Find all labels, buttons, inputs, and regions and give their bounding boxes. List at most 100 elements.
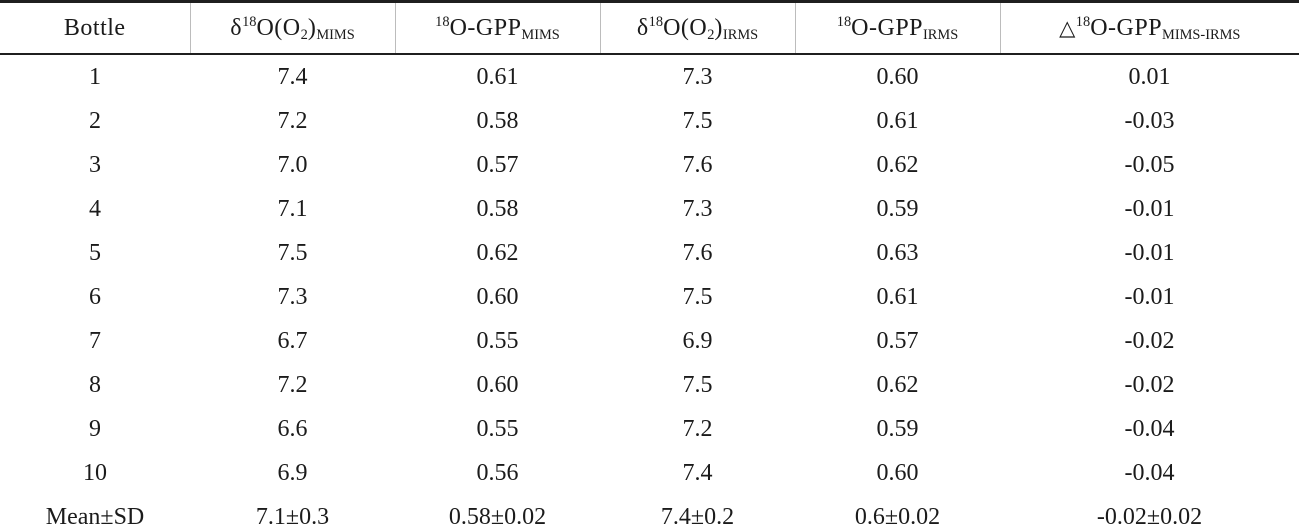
cell-bottle: 7 <box>89 327 101 354</box>
header-segment: O(O <box>256 14 301 41</box>
cell-d18o-o2-mims: 7.0 <box>277 151 308 178</box>
cell-d18o-o2-mims: 7.1±0.3 <box>255 503 330 530</box>
cell-bottle: 4 <box>89 195 101 222</box>
header-segment: △ <box>1059 15 1076 40</box>
table-row: 6 7.3 0.60 7.5 0.61 -0.01 <box>0 275 1299 319</box>
cell-delta-18o-gpp-mims-irms: -0.01 <box>1124 239 1175 266</box>
cell-18o-gpp-mims: 0.58 <box>476 107 519 134</box>
header-segment: O-GPP <box>449 14 522 41</box>
header-segment: O(O <box>663 14 708 41</box>
header-segment: Bottle <box>63 14 126 41</box>
cell-delta-18o-gpp-mims-irms: -0.01 <box>1124 195 1175 222</box>
cell-delta-18o-gpp-mims-irms: -0.02 <box>1124 327 1175 354</box>
cell-delta-18o-gpp-mims-irms: -0.01 <box>1124 283 1175 310</box>
cell-d18o-o2-irms: 7.6 <box>682 239 713 266</box>
table-body: 1 7.4 0.61 7.3 0.60 0.01 2 7.2 0.58 7.5 0.61 -0.03 3… <box>0 54 1299 530</box>
table-row: 7 6.7 0.55 6.9 0.57 -0.02 <box>0 319 1299 363</box>
header-segment: IRMS <box>722 26 759 43</box>
summary-row: Mean±SD 7.1±0.3 0.58±0.02 7.4±0.2 0.6±0.02 -0… <box>0 495 1299 530</box>
cell-18o-gpp-irms: 0.60 <box>876 63 919 90</box>
cell-delta-18o-gpp-mims-irms: -0.02±0.02 <box>1096 503 1203 530</box>
cell-d18o-o2-irms: 7.4 <box>682 459 713 486</box>
table-row: 1 7.4 0.61 7.3 0.60 0.01 <box>0 54 1299 99</box>
column-header-d18o-o2-irms: δ18O(O2)IRMS <box>599 1 795 55</box>
header-segment: δ <box>230 14 243 41</box>
table-row: 2 7.2 0.58 7.5 0.61 -0.03 <box>0 99 1299 143</box>
cell-18o-gpp-mims: 0.55 <box>476 415 519 442</box>
cell-bottle: 10 <box>83 459 107 486</box>
header-segment: ) <box>307 14 317 41</box>
cell-delta-18o-gpp-mims-irms: -0.04 <box>1124 415 1175 442</box>
cell-18o-gpp-mims: 0.58±0.02 <box>448 503 547 530</box>
header-segment: 18 <box>836 13 852 30</box>
column-header-18o-gpp-mims: 18O-GPPMIMS <box>394 1 600 55</box>
column-header-18o-gpp-irms: 18O-GPPIRMS <box>794 1 1000 55</box>
header-segment: MIMS <box>316 26 355 43</box>
cell-18o-gpp-mims: 0.57 <box>476 151 519 178</box>
cell-18o-gpp-irms: 0.60 <box>876 459 919 486</box>
cell-d18o-o2-mims: 6.6 <box>277 415 308 442</box>
cell-18o-gpp-mims: 0.60 <box>476 371 519 398</box>
cell-18o-gpp-irms: 0.59 <box>876 415 919 442</box>
cell-delta-18o-gpp-mims-irms: -0.04 <box>1124 459 1175 486</box>
cell-bottle: 3 <box>89 151 101 178</box>
cell-18o-gpp-irms: 0.61 <box>876 107 919 134</box>
table-row: 4 7.1 0.58 7.3 0.59 -0.01 <box>0 187 1299 231</box>
header-segment: 18 <box>242 13 257 30</box>
table-row: 8 7.2 0.60 7.5 0.62 -0.02 <box>0 363 1299 407</box>
cell-bottle: 2 <box>89 107 101 134</box>
header-segment: 18 <box>1075 13 1091 30</box>
header-segment: ) <box>714 14 723 41</box>
cell-d18o-o2-irms: 7.3 <box>682 63 713 90</box>
cell-18o-gpp-irms: 0.63 <box>876 239 919 266</box>
cell-18o-gpp-irms: 0.62 <box>876 371 919 398</box>
cell-d18o-o2-mims: 7.3 <box>277 283 308 310</box>
cell-18o-gpp-mims: 0.61 <box>476 63 519 90</box>
table-row: 9 6.6 0.55 7.2 0.59 -0.04 <box>0 407 1299 451</box>
cell-delta-18o-gpp-mims-irms: 0.01 <box>1128 63 1171 90</box>
cell-delta-18o-gpp-mims-irms: -0.02 <box>1124 371 1175 398</box>
cell-d18o-o2-irms: 6.9 <box>682 327 713 354</box>
cell-d18o-o2-irms: 7.4±0.2 <box>660 503 735 530</box>
cell-d18o-o2-irms: 7.5 <box>682 371 713 398</box>
header-segment: 18 <box>435 13 450 30</box>
header-segment: 2 <box>300 26 308 43</box>
cell-18o-gpp-irms: 0.59 <box>876 195 919 222</box>
cell-d18o-o2-mims: 7.2 <box>277 107 308 134</box>
column-header-d18o-o2-mims: δ18O(O2)MIMS <box>189 1 395 55</box>
header-segment: 2 <box>707 26 715 43</box>
cell-d18o-o2-mims: 7.1 <box>277 195 308 222</box>
cell-d18o-o2-mims: 7.5 <box>277 239 308 266</box>
header-segment: MIMS-IRMS <box>1162 26 1241 43</box>
cell-18o-gpp-irms: 0.61 <box>876 283 919 310</box>
header-row: Bottle δ18O(O2)MIMS 18O-GPPMIMS δ18O(O2)IRM… <box>0 1 1299 55</box>
cell-bottle: 5 <box>89 239 101 266</box>
cell-delta-18o-gpp-mims-irms: -0.03 <box>1124 107 1175 134</box>
cell-d18o-o2-mims: 6.9 <box>277 459 308 486</box>
cell-18o-gpp-irms: 0.62 <box>876 151 919 178</box>
cell-bottle: 1 <box>89 63 101 90</box>
cell-bottle: Mean±SD <box>45 503 145 530</box>
column-header-bottle: Bottle <box>0 1 190 55</box>
cell-18o-gpp-irms: 0.57 <box>876 327 919 354</box>
cell-bottle: 6 <box>89 283 101 310</box>
header-segment: IRMS <box>923 26 959 43</box>
cell-18o-gpp-mims: 0.55 <box>476 327 519 354</box>
cell-bottle: 9 <box>89 415 101 442</box>
cell-d18o-o2-irms: 7.3 <box>682 195 713 222</box>
table-header: Bottle δ18O(O2)MIMS 18O-GPPMIMS δ18O(O2)IRM… <box>0 1 1299 55</box>
cell-d18o-o2-irms: 7.5 <box>682 283 713 310</box>
header-segment: 18 <box>648 13 664 30</box>
cell-18o-gpp-mims: 0.62 <box>476 239 519 266</box>
cell-delta-18o-gpp-mims-irms: -0.05 <box>1124 151 1175 178</box>
cell-d18o-o2-mims: 6.7 <box>277 327 308 354</box>
table-row: 3 7.0 0.57 7.6 0.62 -0.05 <box>0 143 1299 187</box>
cell-18o-gpp-mims: 0.60 <box>476 283 519 310</box>
header-segment: O-GPP <box>1090 14 1163 41</box>
cell-d18o-o2-irms: 7.2 <box>682 415 713 442</box>
cell-d18o-o2-mims: 7.2 <box>277 371 308 398</box>
cell-d18o-o2-irms: 7.6 <box>682 151 713 178</box>
header-segment: MIMS <box>521 26 560 43</box>
